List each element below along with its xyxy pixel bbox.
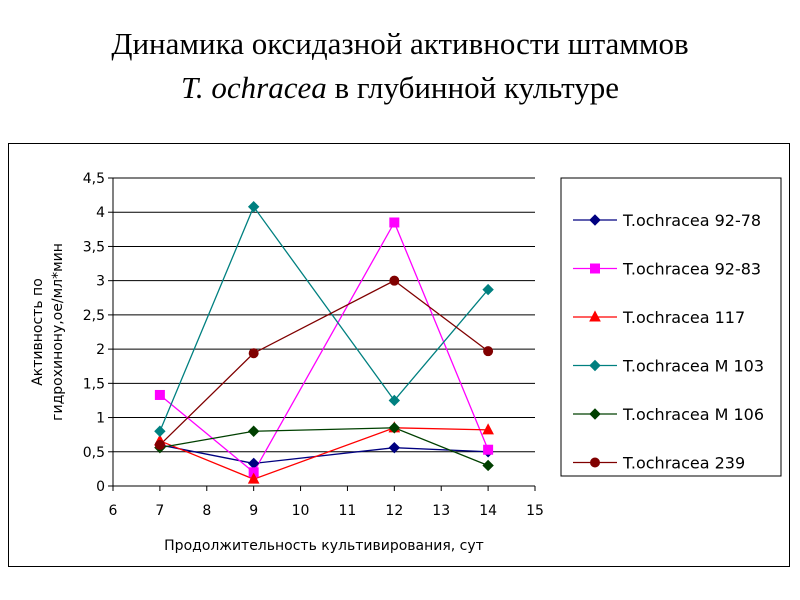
data-point [247, 425, 260, 437]
legend-marker [590, 457, 600, 468]
x-tick-label: 8 [202, 503, 211, 519]
data-point [388, 441, 401, 454]
y-tick-label: 2 [96, 342, 105, 358]
y-tick-label: 4 [96, 205, 105, 221]
x-tick-label: 6 [109, 503, 118, 519]
legend-box [560, 177, 782, 477]
legend-marker [589, 214, 601, 226]
legend-marker [590, 263, 600, 274]
x-tick-label: 11 [339, 503, 357, 519]
series-line [159, 221, 489, 474]
y-axis-title: гидрохинону,ое/мл*мин [50, 243, 66, 421]
data-point [388, 394, 401, 407]
data-point [247, 472, 260, 484]
data-point [483, 444, 494, 455]
y-tick-label: 0,5 [83, 445, 105, 461]
y-tick-label: 3,5 [83, 239, 105, 255]
series-line [159, 427, 489, 467]
x-tick-label: 14 [479, 503, 497, 519]
legend-marker [589, 310, 601, 322]
title-line-2: T. ochracea в глубинной культуре [0, 66, 800, 110]
data-point [482, 423, 494, 435]
series-line [159, 444, 489, 465]
y-tick-label: 4,5 [83, 171, 105, 187]
data-point [483, 346, 494, 357]
x-tick-label: 13 [432, 503, 450, 519]
title-species: T. ochracea [180, 70, 327, 105]
slide-title: Динамика оксидазной активности штаммов T… [0, 22, 800, 110]
legend-entry: T.ochracea M 103 [622, 357, 764, 376]
legend-marker [589, 359, 601, 372]
series-line [159, 427, 489, 480]
y-axis-title: Активность по [30, 278, 46, 386]
plot-area [113, 178, 535, 486]
x-axis-title: Продолжительность культивирования, сут [164, 538, 484, 554]
series-line [159, 279, 489, 446]
data-point [482, 459, 494, 472]
data-point [247, 201, 260, 213]
data-point [482, 283, 494, 296]
legend-entry: T.ochracea 92-83 [622, 260, 761, 279]
line-chart: 0 0,5 1 1,5 2 2,5 3 3,5 4 4,5 6 7 8 9 10 11 12 13 14 15 Прод… [30, 171, 782, 554]
legend-entry: T.ochracea 239 [622, 454, 745, 473]
x-tick-label: 7 [155, 503, 164, 519]
data-point [154, 439, 165, 450]
data-point [388, 422, 401, 434]
x-tick-label: 10 [292, 503, 310, 519]
title-line-1: Динамика оксидазной активности штаммов [111, 26, 689, 61]
x-tick-label: 12 [385, 503, 403, 519]
data-point [389, 217, 400, 228]
legend-marker [589, 408, 601, 420]
legend-entry: T.ochracea 92-78 [622, 211, 761, 230]
y-tick-label: 3 [96, 274, 105, 290]
y-tick-label: 2,5 [83, 308, 105, 324]
y-tick-label: 0 [96, 479, 105, 495]
y-tick-label: 1,5 [83, 376, 105, 392]
series-line [159, 205, 489, 432]
data-point [154, 425, 166, 437]
legend-entry: T.ochracea 117 [622, 308, 745, 327]
title-rest: в глубинной культуре [326, 70, 620, 105]
data-point [154, 389, 165, 400]
data-point [248, 348, 259, 359]
chart-frame: 0 0,5 1 1,5 2 2,5 3 3,5 4 4,5 6 7 8 9 10 11 12 13 14 15 Прод… [8, 143, 790, 567]
x-tick-label: 15 [526, 503, 544, 519]
data-point [389, 275, 400, 286]
y-tick-label: 1 [96, 411, 105, 427]
legend-entry: T.ochracea M 106 [622, 405, 764, 424]
x-tick-label: 9 [249, 503, 258, 519]
